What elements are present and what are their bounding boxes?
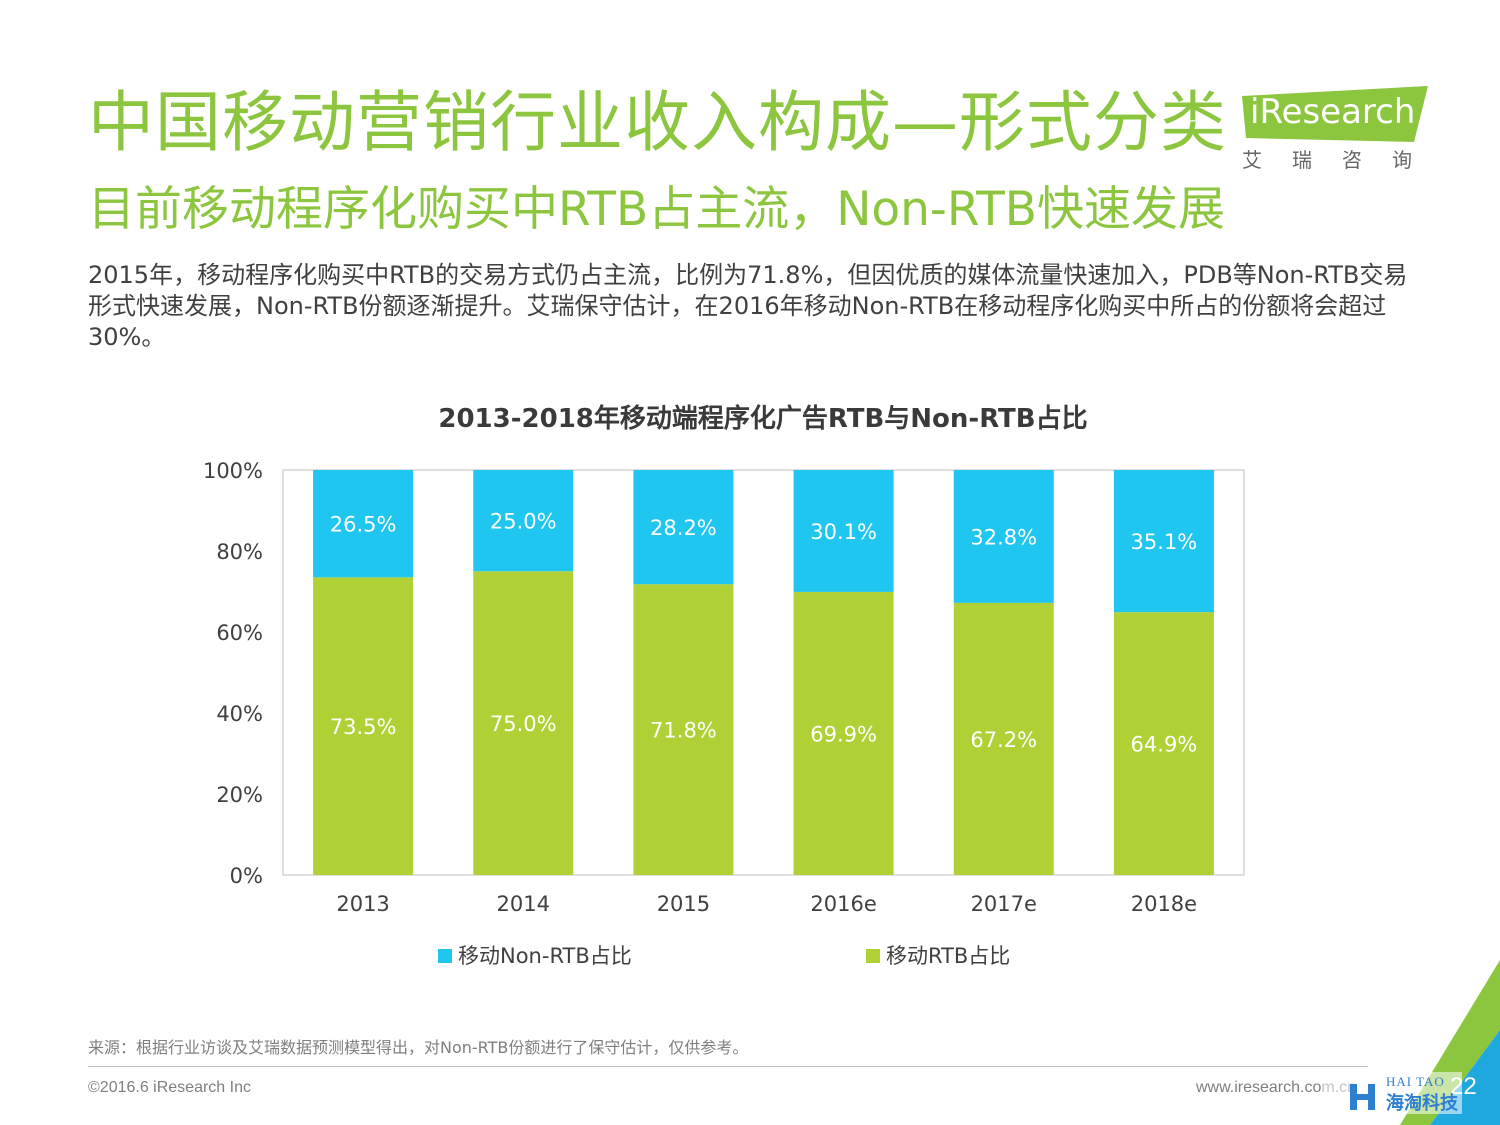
bar-segment bbox=[953, 470, 1054, 603]
chart-title: 2013-2018年移动端程序化广告RTB与Non-RTB占比 bbox=[438, 404, 1088, 434]
data-label: 32.8% bbox=[970, 525, 1037, 549]
x-tick-label: 2017e bbox=[971, 892, 1037, 916]
data-label: 30.1% bbox=[810, 520, 877, 544]
haitao-watermark: HAI TAO 海淘科技 bbox=[1322, 1072, 1462, 1114]
logo-banner-shape bbox=[1242, 86, 1428, 142]
data-label: 64.9% bbox=[1131, 733, 1198, 757]
logo-wordmark: iResearch bbox=[1250, 92, 1416, 132]
source-note: 来源：根据行业访谈及艾瑞数据预测模型得出，对Non-RTB份额进行了保守估计，仅… bbox=[88, 1038, 749, 1057]
data-label: 25.0% bbox=[490, 510, 557, 534]
bar-segment bbox=[313, 577, 414, 875]
legend-swatch bbox=[866, 949, 880, 963]
footer-divider bbox=[88, 1066, 1368, 1067]
data-label: 28.2% bbox=[650, 516, 717, 540]
y-tick-label: 0% bbox=[230, 864, 263, 888]
data-label: 67.2% bbox=[970, 728, 1037, 752]
page-title: 中国移动营销行业收入构成—形式分类 bbox=[88, 84, 1227, 161]
bar-segment bbox=[793, 470, 894, 592]
x-tick-label: 2013 bbox=[336, 892, 389, 916]
y-tick-label: 40% bbox=[216, 702, 263, 726]
page-subtitle: 目前移动程序化购买中RTB占主流，Non-RTB快速发展 bbox=[88, 182, 1226, 237]
legend-label: 移动RTB占比 bbox=[886, 944, 1010, 968]
bar-segment bbox=[473, 470, 574, 572]
stacked-bar-chart: 0% 20% 40% 60% 80% 100% 73.5% 26.5% 2013 75.0% 25.… bbox=[203, 459, 1245, 968]
iresearch-logo: iResearch 艾瑞咨询 bbox=[1238, 78, 1428, 173]
data-label: 75.0% bbox=[490, 712, 557, 736]
bar-segment bbox=[313, 470, 414, 578]
legend-swatch bbox=[438, 949, 452, 963]
data-label: 69.9% bbox=[810, 722, 877, 746]
website-link[interactable]: www.iresearch.com.cn bbox=[1196, 1079, 1357, 1096]
bar-segment bbox=[953, 602, 1054, 875]
x-tick-label: 2016e bbox=[810, 892, 876, 916]
bar-segment bbox=[793, 591, 894, 875]
y-tick-label: 20% bbox=[216, 783, 263, 807]
intro-paragraph: 2015年，移动程序化购买中RTB的交易方式仍占主流，比例为71.8%，但因优质… bbox=[88, 261, 1408, 351]
legend-label: 移动Non-RTB占比 bbox=[458, 944, 632, 968]
watermark-latin: HAI TAO bbox=[1386, 1074, 1445, 1089]
data-label: 73.5% bbox=[330, 715, 397, 739]
bar-segment bbox=[1113, 612, 1214, 875]
y-tick-label: 80% bbox=[216, 540, 263, 564]
x-tick-label: 2015 bbox=[657, 892, 710, 916]
x-tick-label: 2014 bbox=[497, 892, 550, 916]
bar-segment bbox=[633, 584, 734, 875]
logo-chinese: 艾瑞咨询 bbox=[1242, 148, 1442, 172]
y-tick-label: 100% bbox=[203, 459, 263, 483]
haitao-h-icon bbox=[1350, 1084, 1375, 1110]
bar-segment bbox=[473, 571, 574, 875]
y-tick-label: 60% bbox=[216, 621, 263, 645]
plot-area-frame bbox=[282, 469, 1245, 876]
x-tick-label: 2018e bbox=[1131, 892, 1197, 916]
watermark-chinese: 海淘科技 bbox=[1386, 1093, 1458, 1114]
bar-segment bbox=[633, 470, 734, 585]
data-label: 26.5% bbox=[330, 513, 397, 537]
bar-segment bbox=[1113, 470, 1214, 613]
data-label: 35.1% bbox=[1131, 530, 1198, 554]
data-label: 71.8% bbox=[650, 719, 717, 743]
copyright-text: ©2016.6 iResearch Inc bbox=[88, 1079, 251, 1096]
